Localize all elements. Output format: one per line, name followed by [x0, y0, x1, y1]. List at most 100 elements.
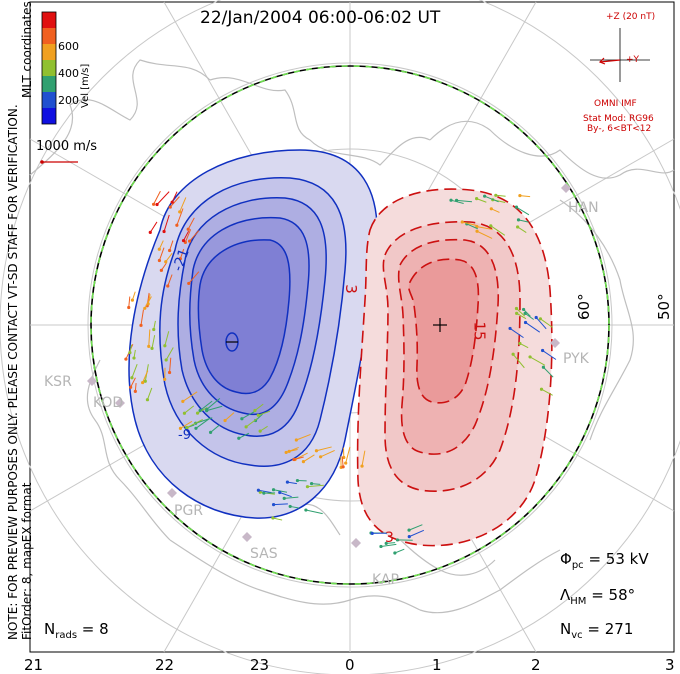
- velocity-vector: [184, 405, 195, 414]
- velocity-vector-origin: [360, 464, 364, 468]
- scale-vector: [40, 160, 78, 164]
- imf-model: Stat Mod: RG96: [583, 114, 654, 124]
- velocity-vector-origin: [271, 503, 276, 507]
- imf-z-label: +Z (20 nT): [606, 12, 656, 22]
- velocity-vector-origin: [262, 491, 266, 495]
- velocity-vector: [512, 353, 525, 369]
- contour-label-15: 15: [470, 321, 489, 341]
- velocity-vector: [148, 329, 151, 347]
- velocity-vector-origin: [139, 323, 143, 327]
- velocity-vector-origin: [523, 320, 528, 325]
- velocity-vector-origin: [128, 350, 132, 355]
- velocity-vector-origin: [157, 258, 162, 263]
- velocity-vector-origin: [395, 538, 400, 542]
- velocity-vector: [254, 403, 264, 411]
- velocity-vector: [171, 191, 178, 203]
- velocity-vector: [153, 190, 161, 205]
- velocity-vector-origin: [147, 344, 151, 348]
- imf-condition: By-, 6<BT<12: [587, 124, 652, 134]
- velocity-vector: [210, 424, 220, 433]
- velocity-vector-origin: [393, 551, 397, 555]
- velocity-vector: [189, 230, 200, 242]
- contour-label-3-upper: 3: [341, 284, 360, 294]
- velocity-vector-origin: [516, 218, 521, 222]
- velocity-vector: [186, 419, 203, 429]
- velocity-vector-origin: [271, 488, 276, 492]
- velocity-vector: [341, 456, 344, 467]
- velocity-vector-origin: [145, 398, 150, 402]
- velocity-vector: [199, 400, 213, 411]
- velocity-vector: [394, 548, 405, 554]
- scale-vector-label: 1000 m/s: [36, 139, 98, 154]
- velocity-vector-origin: [511, 352, 515, 356]
- map-title: 22/Jan/2004 06:00-06:02 UT: [200, 8, 441, 28]
- velocity-vector: [182, 391, 198, 402]
- colorbar-tick-200: 200: [58, 94, 79, 107]
- velocity-vector: [151, 335, 156, 349]
- velocity-vector: [163, 214, 170, 232]
- velocity-vector-origin: [244, 425, 248, 429]
- contour-label-neg9: -9: [178, 428, 191, 443]
- plot-frame: [29, 1, 675, 653]
- station-sas: SAS: [250, 546, 278, 562]
- velocity-vector: [147, 294, 151, 304]
- velocity-vector: [516, 308, 526, 317]
- velocity-vector: [140, 309, 144, 326]
- velocity-vector: [187, 217, 195, 230]
- velocity-vector-origin: [170, 200, 174, 204]
- velocity-vector-origin: [141, 380, 145, 385]
- mlt-label-1: 1: [432, 656, 442, 674]
- velocity-vector-origin: [258, 429, 262, 433]
- velocity-vector: [476, 230, 493, 239]
- velocity-vector-origin: [157, 247, 161, 251]
- mlt-label-0: 0: [345, 656, 355, 674]
- mlt-label-23: 23: [250, 656, 270, 674]
- velocity-vector-origin: [127, 305, 131, 310]
- velocity-vector: [293, 456, 304, 460]
- velocity-vector: [361, 450, 366, 467]
- velocity-vector-origin: [301, 460, 306, 464]
- velocity-vector: [519, 195, 531, 198]
- velocity-vector-origin: [304, 508, 308, 512]
- colorbar-label: Vel [m/s]: [80, 63, 91, 108]
- velocity-vector-origin: [168, 248, 172, 253]
- velocity-vector-origin: [319, 455, 323, 459]
- velocity-vector: [542, 350, 557, 360]
- velocity-vector: [456, 199, 473, 203]
- velocity-vector: [167, 274, 173, 287]
- velocity-vector-origin: [185, 425, 189, 430]
- velocity-vector: [466, 223, 478, 230]
- velocity-vector-origin: [407, 528, 411, 532]
- velocity-vector: [516, 312, 527, 320]
- velocity-vector: [169, 240, 174, 251]
- velocity-vector: [258, 410, 271, 416]
- velocity-vector-origin: [152, 202, 156, 206]
- colorbar: [41, 11, 57, 125]
- colorbar-tick-600: 600: [58, 40, 79, 53]
- velocity-vector-origin: [181, 399, 185, 403]
- velocity-vector-origin: [253, 408, 257, 413]
- velocity-vector-origin: [516, 225, 520, 229]
- velocity-vector-origin: [162, 229, 166, 234]
- velocity-vector-origin: [178, 426, 183, 430]
- velocity-vector-origin: [309, 481, 314, 486]
- velocity-vector-origin: [130, 376, 134, 380]
- velocity-vector-origin: [314, 449, 319, 453]
- velocity-vector-origin: [148, 230, 152, 234]
- velocity-vector: [320, 450, 335, 458]
- velocity-vector: [165, 347, 174, 361]
- velocity-vector: [130, 377, 136, 388]
- velocity-vector: [206, 397, 221, 410]
- velocity-vector-origin: [164, 260, 168, 264]
- contour-label-3-lower: 3: [385, 530, 394, 546]
- velocity-vector-origin: [166, 284, 170, 288]
- stat-lambda-hm: ΛHM = 58°: [560, 586, 636, 607]
- velocity-vector: [450, 199, 464, 205]
- velocity-vector-origin: [494, 193, 498, 197]
- velocity-vector: [241, 411, 255, 420]
- velocity-vector: [195, 417, 211, 429]
- velocity-vector-origin: [475, 197, 479, 201]
- velocity-vector-origin: [132, 356, 136, 360]
- velocity-vector: [142, 370, 149, 383]
- velocity-vector-origin: [284, 450, 288, 455]
